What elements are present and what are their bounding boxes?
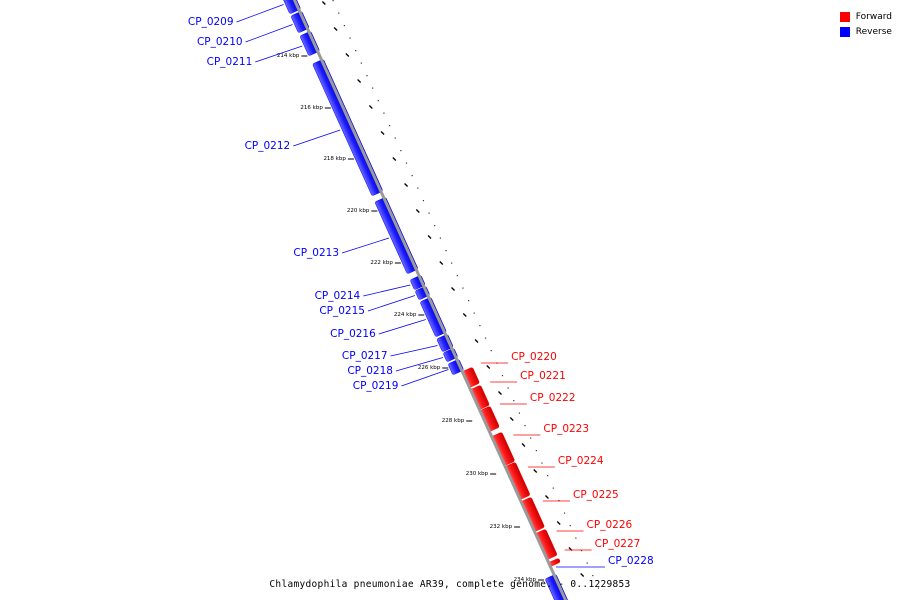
tick-label: 228 kbp xyxy=(442,418,465,424)
gene-feature-CP_0216[interactable] xyxy=(420,297,447,337)
gene-label-CP_0213[interactable]: CP_0213 xyxy=(293,247,339,259)
kbp-ticks: 214 kbp 216 kbp 218 kbp 220 kbp 222 kbp 224 k… xyxy=(277,1,585,583)
tick-label: 234 kbp xyxy=(514,577,537,583)
gene-feature-CP_0212[interactable] xyxy=(312,59,383,196)
gene-feature-CP_0211[interactable] xyxy=(300,31,320,56)
gene-label-CP_0220[interactable]: CP_0220 xyxy=(511,351,557,363)
minor-tick xyxy=(333,27,338,31)
gene-label-CP_0219[interactable]: CP_0219 xyxy=(353,380,399,392)
gene-feature-CP_0228[interactable] xyxy=(545,574,570,600)
minor-tick xyxy=(509,417,514,421)
minor-tick xyxy=(580,573,585,577)
gene-label-CP_0224[interactable]: CP_0224 xyxy=(558,455,604,467)
leader-line xyxy=(395,357,444,372)
tick-label: 220 kbp xyxy=(347,208,370,214)
minor-tick xyxy=(368,105,373,109)
tick-label: 224 kbp xyxy=(394,312,417,318)
leader-line xyxy=(245,24,293,43)
strand-legend: Forward Reverse xyxy=(839,9,892,39)
leader-line xyxy=(236,4,284,23)
legend-reverse-label: Reverse xyxy=(855,26,892,37)
tick-label: 232 kbp xyxy=(490,524,513,530)
gene-features xyxy=(281,0,570,600)
tick-dots xyxy=(332,0,600,589)
minor-tick xyxy=(533,469,538,473)
leader-line xyxy=(390,345,438,357)
minor-tick xyxy=(321,1,326,5)
leader-line xyxy=(363,284,411,297)
gene-label-CP_0212[interactable]: CP_0212 xyxy=(245,140,291,152)
gene-labels: CP_0209 CP_0210 CP_0211 CP_0212 CP_0213 CP_02… xyxy=(188,4,654,568)
minor-tick xyxy=(404,183,409,187)
forward-swatch xyxy=(839,11,850,22)
gene-feature-CP_0213[interactable] xyxy=(375,197,418,274)
gene-label-CP_0215[interactable]: CP_0215 xyxy=(319,305,365,317)
minor-tick xyxy=(345,53,350,57)
gene-label-CP_0227[interactable]: CP_0227 xyxy=(595,538,641,550)
leader-line xyxy=(367,295,416,312)
minor-tick xyxy=(357,79,362,83)
gene-label-CP_0225[interactable]: CP_0225 xyxy=(573,489,619,501)
gene-label-CP_0226[interactable]: CP_0226 xyxy=(587,519,633,531)
leader-line xyxy=(401,369,449,387)
gene-label-CP_0211[interactable]: CP_0211 xyxy=(207,56,253,68)
minor-tick xyxy=(380,131,385,135)
minor-tick xyxy=(392,157,397,161)
gene-label-CP_0214[interactable]: CP_0214 xyxy=(315,290,361,302)
genome-title: Chlamydophila pneumoniae AR39, complete … xyxy=(269,579,631,590)
tick-label: 218 kbp xyxy=(323,156,346,162)
minor-tick xyxy=(439,261,444,265)
leader-line xyxy=(378,319,426,335)
tick-label: 230 kbp xyxy=(466,471,489,477)
minor-tick xyxy=(521,443,526,447)
leader-line xyxy=(293,129,341,147)
minor-tick xyxy=(498,391,502,395)
gene-label-CP_0218[interactable]: CP_0218 xyxy=(347,365,393,377)
minor-tick xyxy=(451,287,455,291)
tick-label: 226 kbp xyxy=(418,365,441,371)
gene-label-CP_0223[interactable]: CP_0223 xyxy=(543,423,589,435)
gene-feature-CP_0210[interactable] xyxy=(291,11,310,33)
minor-tick xyxy=(556,521,561,525)
minor-tick xyxy=(486,365,491,369)
legend-forward-label: Forward xyxy=(855,11,892,22)
leader-line xyxy=(255,45,303,63)
minor-tick xyxy=(462,313,467,317)
legend-reverse: Reverse xyxy=(839,24,892,39)
gene-label-CP_0217[interactable]: CP_0217 xyxy=(342,350,388,362)
gene-label-CP_0210[interactable]: CP_0210 xyxy=(197,36,243,48)
tick-label: 222 kbp xyxy=(370,260,393,266)
gene-label-CP_0222[interactable]: CP_0222 xyxy=(530,392,576,404)
gene-label-CP_0221[interactable]: CP_0221 xyxy=(520,370,566,382)
legend-forward: Forward xyxy=(839,9,892,24)
tick-label: 216 kbp xyxy=(300,105,323,111)
gene-label-CP_0228[interactable]: CP_0228 xyxy=(608,555,654,567)
minor-tick xyxy=(474,339,479,343)
gene-label-CP_0209[interactable]: CP_0209 xyxy=(188,16,234,28)
leader-line xyxy=(341,237,390,254)
gene-feature-CP_0209[interactable] xyxy=(281,0,301,14)
tick-label: 214 kbp xyxy=(277,53,300,59)
reverse-swatch xyxy=(839,26,850,37)
minor-tick xyxy=(427,235,432,239)
gene-label-CP_0216[interactable]: CP_0216 xyxy=(330,328,376,340)
minor-tick xyxy=(545,495,549,499)
genome-backbone xyxy=(292,0,568,600)
minor-tick xyxy=(415,209,420,213)
